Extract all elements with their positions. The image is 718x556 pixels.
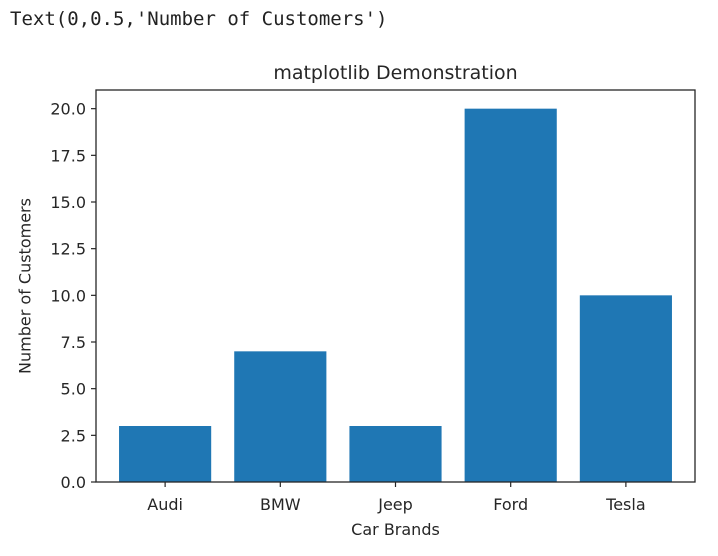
x-axis-ticks: Audi BMW Jeep Ford Tesla — [147, 482, 646, 514]
x-tick-label: Jeep — [377, 495, 413, 514]
y-tick-label: 20.0 — [50, 100, 86, 119]
x-axis-label: Car Brands — [351, 520, 440, 539]
y-tick-label: 0.0 — [61, 473, 86, 492]
x-tick-label: BMW — [260, 495, 301, 514]
y-tick-label: 7.5 — [61, 333, 86, 352]
bars-group — [119, 108, 672, 483]
chart-title: matplotlib Demonstration — [273, 62, 517, 84]
y-axis-ticks: 0.0 2.5 5.0 7.5 10.0 12.5 15.0 17.5 20.0 — [50, 100, 96, 492]
x-tick-label: Audi — [147, 495, 183, 514]
y-tick-label: 5.0 — [61, 380, 86, 399]
x-tick-label: Ford — [493, 495, 528, 514]
y-tick-label: 2.5 — [61, 426, 86, 445]
y-tick-label: 10.0 — [50, 286, 86, 305]
bar-bmw — [234, 351, 327, 482]
y-tick-label: 17.5 — [50, 146, 86, 165]
y-axis-label: Number of Customers — [16, 198, 35, 374]
y-tick-label: 15.0 — [50, 193, 86, 212]
x-tick-label: Tesla — [605, 495, 645, 514]
cell-output-text: Text(0,0.5,'Number of Customers') — [10, 8, 388, 30]
bar-audi — [119, 426, 212, 482]
bar-ford — [464, 108, 557, 483]
bar-jeep — [349, 426, 442, 482]
bar-tesla — [579, 295, 672, 482]
y-tick-label: 12.5 — [50, 240, 86, 259]
